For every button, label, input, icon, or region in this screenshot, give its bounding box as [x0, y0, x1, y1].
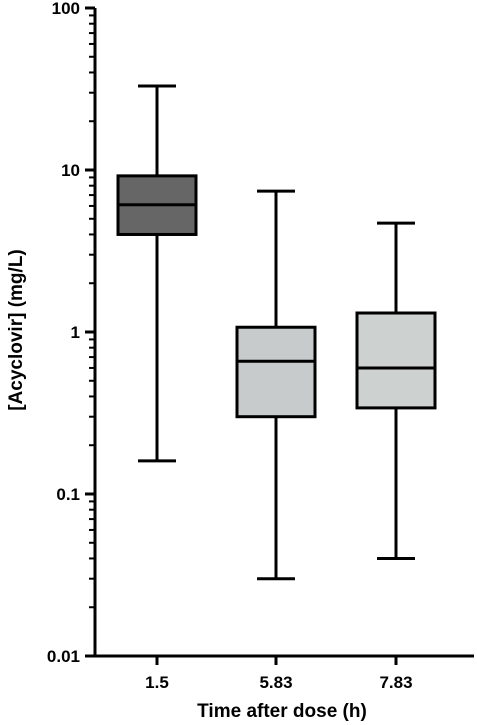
x-ticks: 1.5 5.83 7.83	[145, 656, 413, 692]
y-ticks: 0.01 0.1 1 10 100	[47, 0, 95, 666]
iqr-box	[235, 325, 317, 419]
y-tick-label: 1	[71, 323, 80, 342]
box-1.5	[116, 84, 198, 463]
x-tick-label: 5.83	[259, 673, 292, 692]
iqr-box	[355, 311, 437, 410]
y-tick-label: 0.01	[47, 647, 80, 666]
box-5.83	[235, 189, 317, 581]
y-tick-label: 100	[52, 0, 80, 18]
x-tick-label: 1.5	[145, 673, 169, 692]
x-tick-label: 7.83	[379, 673, 412, 692]
y-tick-label: 0.1	[56, 485, 80, 504]
x-axis-title: Time after dose (h)	[197, 701, 367, 722]
y-axis-title: [Acyclovir] (mg/L)	[6, 249, 27, 411]
y-tick-label: 10	[61, 161, 80, 180]
box-7.83	[355, 221, 437, 560]
boxes	[116, 84, 437, 581]
